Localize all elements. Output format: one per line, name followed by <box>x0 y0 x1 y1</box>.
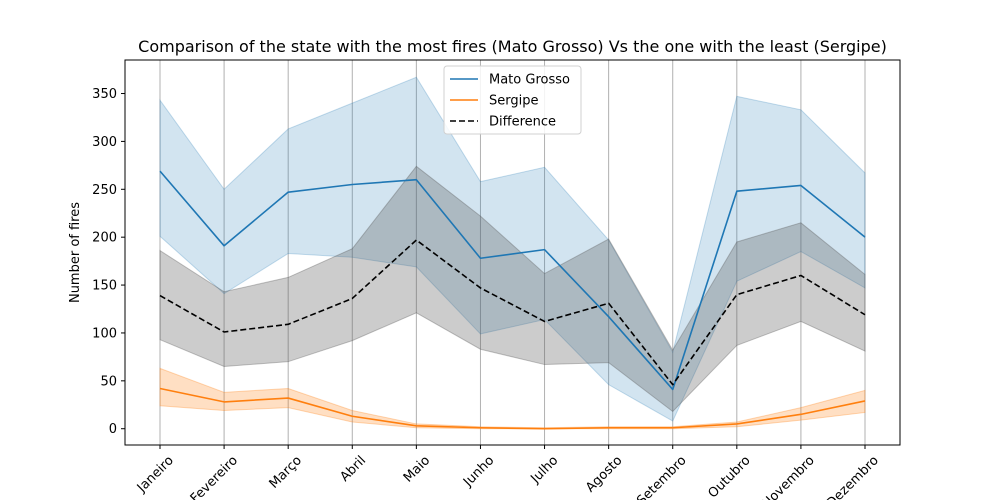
y-tick-label-200: 200 <box>92 231 117 246</box>
grid <box>159 60 866 445</box>
y-tick-label-50: 50 <box>100 374 117 389</box>
y-tick-label-150: 150 <box>92 279 117 294</box>
band-sergipe <box>159 367 866 430</box>
legend-label-mato-grosso: Mato Grosso <box>489 73 570 88</box>
plot-frame <box>124 59 901 446</box>
series-line-sergipe <box>159 387 866 430</box>
series-line-mato-grosso <box>159 170 866 391</box>
legend: Mato Grosso Sergipe Difference <box>443 65 582 135</box>
y-tick-label-250: 250 <box>92 183 117 198</box>
legend-box <box>443 65 582 135</box>
legend-label-difference: Difference <box>489 115 556 130</box>
y-tick-label-0: 0 <box>109 422 117 437</box>
y-tick-label-300: 300 <box>92 135 117 150</box>
band-mato-grosso <box>159 76 866 422</box>
y-tick-label-350: 350 <box>92 87 117 102</box>
y-axis-label: Number of fires <box>68 202 83 303</box>
chart-title: Comparison of the state with the most fi… <box>138 37 887 56</box>
series-lines <box>159 170 866 430</box>
y-axis: 0 50 100 150 200 250 300 350 <box>92 87 125 437</box>
confidence-bands <box>159 76 866 430</box>
y-tick-label-100: 100 <box>92 326 117 341</box>
series-line-difference <box>159 239 866 386</box>
band-difference <box>159 165 866 413</box>
legend-label-sergipe: Sergipe <box>489 94 538 109</box>
